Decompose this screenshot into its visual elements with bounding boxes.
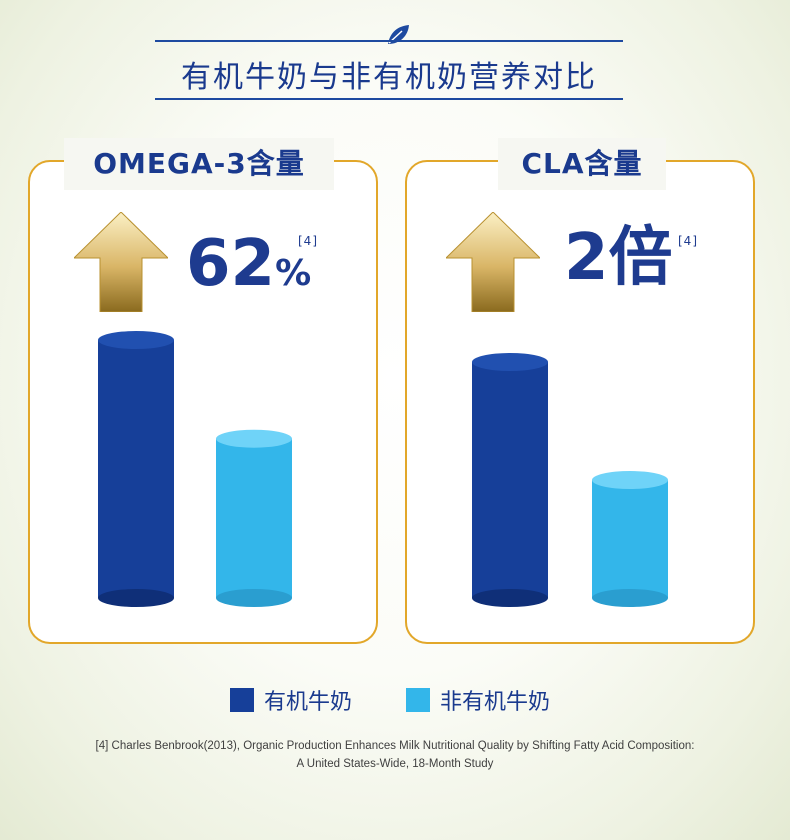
up-arrow-icon	[74, 212, 168, 312]
legend-swatch-organic	[230, 688, 254, 712]
cla-headline-value: 2	[564, 221, 609, 295]
omega3-headline: 62%	[186, 232, 311, 296]
omega3-panel	[28, 160, 378, 644]
omega3-headline-value: 62	[186, 227, 276, 301]
page-title: 有机牛奶与非有机奶营养对比	[181, 60, 597, 95]
title-top-rule	[155, 40, 623, 42]
cla-bar-organic	[472, 353, 548, 607]
cla-panel-title: CLA含量	[498, 138, 666, 190]
footnote-line-1: [4] Charles Benbrook(2013), Organic Prod…	[95, 740, 695, 752]
cla-bar-non-organic	[592, 471, 668, 607]
omega3-bar-organic	[98, 331, 174, 607]
omega3-panel-title: OMEGA-3含量	[64, 138, 334, 190]
omega3-reference: [4]	[298, 234, 318, 248]
legend-label-non-organic: 非有机牛奶	[440, 690, 551, 715]
legend-non-organic: 非有机牛奶	[406, 684, 550, 716]
omega3-bar-non-organic	[216, 429, 292, 607]
omega3-headline-unit: %	[275, 253, 312, 294]
legend-swatch-non-organic	[406, 688, 430, 712]
cla-headline-unit: 倍	[608, 221, 673, 295]
cla-reference: [4]	[678, 234, 698, 248]
title-bottom-rule	[155, 98, 623, 100]
up-arrow-icon	[446, 212, 540, 312]
footnote-line-2: A United States-Wide, 18-Month Study	[296, 758, 494, 770]
legend-organic: 有机牛奶	[230, 684, 352, 716]
legend-label-organic: 有机牛奶	[264, 690, 353, 715]
cla-headline: 2倍	[564, 226, 673, 290]
